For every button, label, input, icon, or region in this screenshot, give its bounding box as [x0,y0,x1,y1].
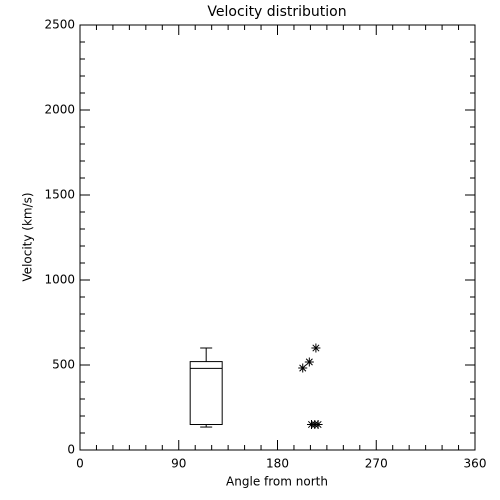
x-axis-label: Angle from north [226,475,328,489]
y-tick-label: 1500 [44,188,75,202]
y-tick-label: 2500 [44,18,75,32]
x-tick-label: 180 [266,457,289,471]
y-axis-label: Velocity (km/s) [21,192,35,281]
x-tick-label: 360 [464,457,487,471]
x-tick-label: 90 [171,457,186,471]
chart-title: Velocity distribution [207,4,346,20]
y-tick-label: 500 [52,358,75,372]
box [189,361,223,426]
x-tick-label: 270 [365,457,388,471]
y-tick-label: 2000 [44,103,75,117]
plot-frame [79,24,476,451]
scatter-point [298,363,308,373]
y-tick-label: 1000 [44,273,75,287]
scatter-point [311,343,321,353]
y-tick-label: 0 [67,443,75,457]
x-tick-label: 0 [76,457,84,471]
scatter-point [313,420,323,429]
scatter-point [304,357,314,367]
